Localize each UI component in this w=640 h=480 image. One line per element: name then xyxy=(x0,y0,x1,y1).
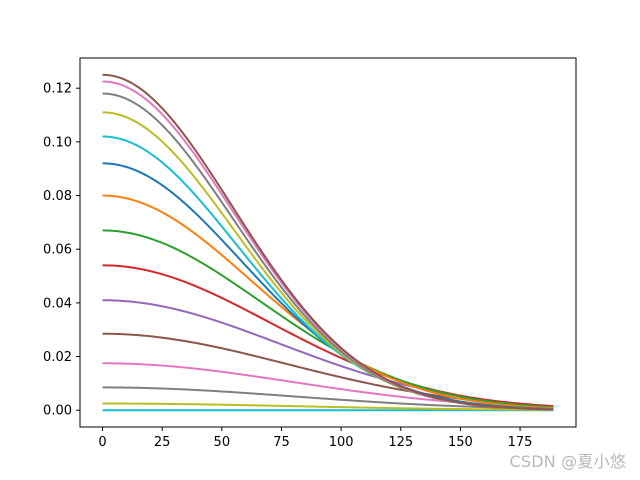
y-tick-label: 0.00 xyxy=(43,404,72,419)
series-line-7 xyxy=(102,264,554,408)
y-tick-label: 0.08 xyxy=(43,189,72,204)
x-tick-label: 125 xyxy=(388,435,413,450)
y-tick-label: 0.10 xyxy=(43,135,72,150)
x-tick-label: 0 xyxy=(98,435,106,450)
y-axis: 0.00 0.02 0.04 0.06 0.08 0.10 0.12 xyxy=(43,82,80,419)
x-tick-label: 50 xyxy=(214,435,231,450)
y-tick-label: 0.12 xyxy=(43,82,72,97)
x-tick-label: 75 xyxy=(273,435,290,450)
watermark: CSDN @夏小悠 xyxy=(509,452,626,471)
series-line-15 xyxy=(102,73,554,411)
x-axis: 0 25 50 75 100 125 150 175 xyxy=(98,427,532,450)
series-layer xyxy=(102,73,554,412)
axes-frame xyxy=(79,57,577,428)
x-tick-label: 175 xyxy=(508,435,533,450)
y-tick-label: 0.04 xyxy=(43,296,72,311)
y-tick-label: 0.02 xyxy=(43,350,72,365)
x-tick-label: 150 xyxy=(448,435,473,450)
x-tick-label: 100 xyxy=(329,435,354,450)
y-tick-label: 0.06 xyxy=(43,243,72,258)
x-tick-label: 25 xyxy=(154,435,171,450)
series-line-3 xyxy=(102,386,554,410)
series-line-2 xyxy=(102,402,554,411)
